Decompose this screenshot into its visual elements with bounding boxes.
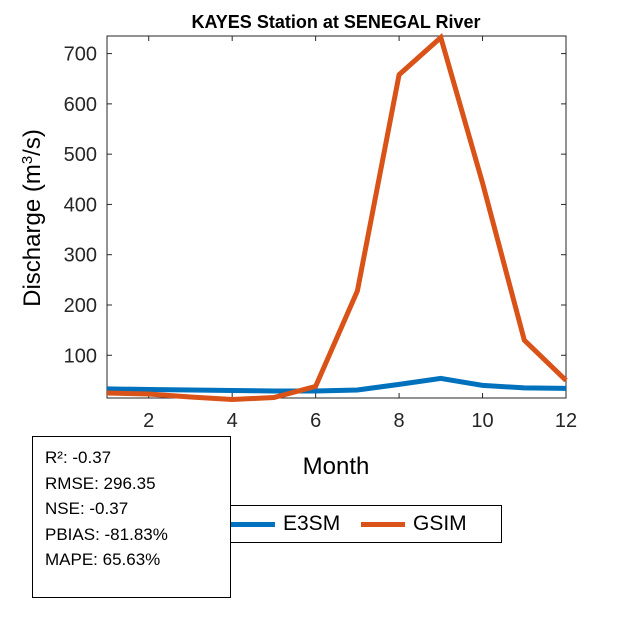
y-tick-label: 700 bbox=[64, 44, 97, 66]
x-tick-label: 2 bbox=[143, 410, 154, 432]
chart-title: KAYES Station at SENEGAL River bbox=[191, 12, 480, 32]
y-tick-label: 300 bbox=[64, 245, 97, 267]
stats-box: R²: -0.37 RMSE: 296.35 NSE: -0.37 PBIAS:… bbox=[32, 436, 231, 598]
x-axis-label: Month bbox=[303, 453, 370, 480]
x-tick-label: 12 bbox=[555, 410, 577, 432]
legend: E3SM GSIM bbox=[231, 505, 502, 543]
series-line-e3sm bbox=[106, 375, 567, 394]
x-tick-label: 8 bbox=[394, 410, 405, 432]
y-tick-label: 200 bbox=[64, 295, 97, 317]
series-line-gsim bbox=[106, 32, 568, 403]
stat-rmse: RMSE: 296.35 bbox=[45, 473, 156, 493]
x-tick-label: 6 bbox=[310, 410, 321, 432]
plot-frame bbox=[106, 35, 567, 399]
legend-item-e3sm: E3SM bbox=[231, 506, 340, 542]
x-tick-label: 10 bbox=[471, 410, 493, 432]
legend-label-e3sm: E3SM bbox=[283, 512, 341, 535]
y-tick-label: 400 bbox=[64, 194, 97, 216]
stat-nse: NSE: -0.37 bbox=[45, 499, 129, 518]
stat-pbias: PBIAS: -81.83% bbox=[45, 524, 168, 544]
legend-swatch-e3sm bbox=[231, 521, 275, 527]
y-axis-label: Discharge (m3/s) bbox=[19, 129, 47, 307]
legend-item-gsim: GSIM bbox=[361, 506, 467, 542]
stat-mape: MAPE: 65.63% bbox=[45, 550, 161, 569]
x-tick-label: 4 bbox=[227, 410, 238, 432]
stat-r2: R²: -0.37 bbox=[45, 448, 112, 467]
y-tick-label: 100 bbox=[64, 345, 97, 367]
y-tick-label: 600 bbox=[64, 94, 97, 116]
plot-axes: 2 4 6 8 10 12 100 200 300 400 500 600 700 bbox=[64, 35, 577, 432]
legend-label-gsim: GSIM bbox=[413, 512, 467, 535]
y-tick-label: 500 bbox=[64, 144, 97, 166]
legend-swatch-gsim bbox=[361, 521, 405, 527]
series-layer bbox=[106, 32, 568, 403]
